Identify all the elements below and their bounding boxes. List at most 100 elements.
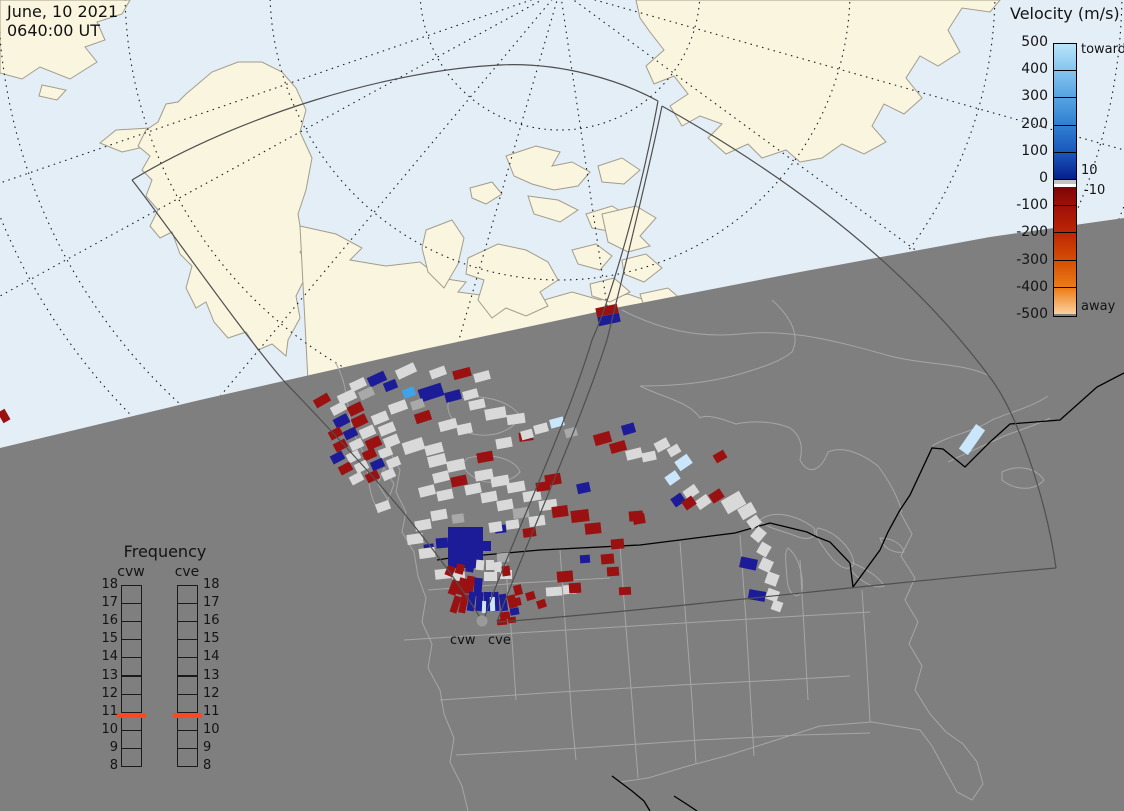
velocity-cell xyxy=(443,389,463,403)
frequency-scale-box xyxy=(121,747,142,767)
frequency-legend-title: Frequency xyxy=(123,542,207,561)
velocity-cell xyxy=(756,541,772,558)
velocity-legend: Velocity (m/s) 500 400 300 200 100 0 -100 -200 -… xyxy=(1008,4,1124,334)
colorbar-segment-away xyxy=(1054,287,1076,314)
frequency-legend: Frequency cvw 18 17 16 15 14 13 12 11 10 9 8 cve 18 17… xyxy=(85,540,255,790)
velocity-cell xyxy=(418,546,436,560)
velocity-legend-title: Velocity (m/s) xyxy=(1010,4,1120,23)
velocity-cell xyxy=(770,599,784,613)
velocity-tick-label: -500 xyxy=(1016,306,1048,322)
velocity-cell xyxy=(475,559,485,571)
velocity-cell xyxy=(764,571,780,587)
velocity-cell xyxy=(488,521,503,533)
velocity-cell xyxy=(432,470,450,484)
frequency-tick-label: 16 xyxy=(203,613,220,629)
us-mexico-border xyxy=(611,775,698,811)
frequency-tick-label: 14 xyxy=(101,649,118,665)
velocity-cell xyxy=(357,386,376,401)
velocity-cell xyxy=(409,398,426,411)
frequency-tick-label: 11 xyxy=(101,703,118,719)
velocity-cell xyxy=(406,532,424,546)
velocity-cell xyxy=(348,471,365,486)
velocity-cell xyxy=(533,422,549,435)
frequency-scale-box xyxy=(177,693,198,713)
frequency-scale-box xyxy=(177,621,198,641)
land-island xyxy=(38,84,67,101)
velocity-cell xyxy=(505,519,520,530)
frequency-scale-box xyxy=(121,729,142,749)
frequency-tick-label: 10 xyxy=(203,721,220,737)
frequency-scale-box xyxy=(121,603,142,623)
velocity-toward-label: toward xyxy=(1081,42,1124,57)
frequency-tick-label: 18 xyxy=(203,577,220,592)
frequency-tick-label: 17 xyxy=(203,595,220,611)
frequency-tick-label: 14 xyxy=(203,649,220,665)
velocity-cell xyxy=(452,366,472,381)
velocity-cell xyxy=(446,458,466,473)
velocity-zero-lower-label: -10 xyxy=(1084,183,1106,198)
frequency-column-header-cve: cve xyxy=(174,564,200,580)
frequency-tick-label: 15 xyxy=(101,631,118,647)
velocity-cell xyxy=(511,597,522,607)
velocity-cell xyxy=(418,484,436,498)
velocity-tick-label: -300 xyxy=(1016,251,1048,268)
velocity-tick-label: 200 xyxy=(1021,115,1048,132)
timestamp-date: June, 10 2021 xyxy=(7,2,119,21)
velocity-cell xyxy=(618,586,632,596)
velocity-tick-label: -100 xyxy=(1016,197,1048,214)
frequency-column-header-cvw: cvw xyxy=(117,564,145,580)
velocity-cell xyxy=(664,470,681,486)
frequency-tick-label: 16 xyxy=(101,613,118,629)
frequency-scale-box xyxy=(121,639,142,659)
velocity-cell xyxy=(568,582,582,594)
velocity-cell xyxy=(584,522,602,535)
velocity-cell xyxy=(551,504,569,519)
velocity-cell xyxy=(337,461,354,476)
velocity-cell xyxy=(576,481,591,495)
frequency-tick-label: 9 xyxy=(203,739,212,755)
velocity-cell xyxy=(758,557,774,573)
velocity-cell xyxy=(525,590,536,602)
velocity-cell xyxy=(387,399,409,415)
velocity-tick-label: 0 xyxy=(1039,170,1048,186)
velocity-cell xyxy=(674,453,693,472)
colorbar-segment-away xyxy=(1054,260,1076,288)
frequency-scale-box xyxy=(121,693,142,713)
velocity-cell xyxy=(499,611,511,620)
velocity-cell xyxy=(428,365,448,380)
radar-label-cve: cve xyxy=(488,633,511,648)
colorbar-zero-gray xyxy=(1054,179,1076,184)
frequency-current-marker xyxy=(117,712,146,718)
frequency-scale-box xyxy=(177,729,198,749)
velocity-cell xyxy=(312,392,332,409)
frequency-scale-box xyxy=(121,675,142,695)
velocity-colorbar xyxy=(1053,43,1077,317)
velocity-cell xyxy=(482,541,491,551)
velocity-tick-label: 400 xyxy=(1021,61,1048,78)
velocity-tick-label: 100 xyxy=(1021,142,1048,159)
velocity-cell xyxy=(332,413,351,429)
velocity-cell xyxy=(495,436,513,450)
velocity-cell xyxy=(522,527,537,538)
velocity-cell xyxy=(484,406,507,421)
velocity-cell xyxy=(480,490,498,504)
frequency-tick-label: 13 xyxy=(203,667,220,683)
velocity-cell xyxy=(464,482,482,496)
frequency-scale-box xyxy=(121,621,142,641)
frequency-scale-box xyxy=(177,747,198,767)
land-chukotka xyxy=(0,0,131,80)
velocity-cell xyxy=(570,508,590,524)
velocity-cell xyxy=(625,447,643,461)
colorbar-segment-toward xyxy=(1054,98,1076,126)
velocity-cell xyxy=(535,598,548,610)
colorbar-zero-white xyxy=(1054,183,1076,187)
velocity-cell xyxy=(476,450,494,464)
frequency-scale-box xyxy=(177,657,198,677)
velocity-cell xyxy=(414,518,432,532)
velocity-cell xyxy=(353,459,370,474)
frequency-scale-box xyxy=(177,675,198,695)
frequency-tick-label: 8 xyxy=(109,758,118,773)
frequency-tick-label: 18 xyxy=(101,577,118,592)
frequency-scale-box xyxy=(177,603,198,623)
velocity-cell xyxy=(369,457,386,472)
